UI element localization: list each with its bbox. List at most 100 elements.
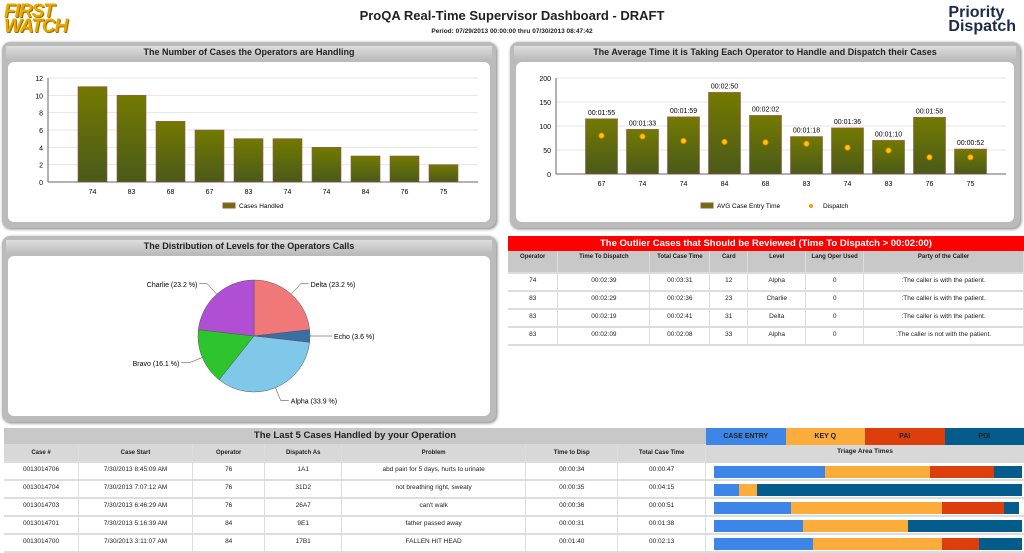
panel-title: The Distribution of Levels for the Opera… [6, 240, 492, 254]
triage-segment [942, 538, 979, 550]
x-tick-label: 75 [967, 181, 975, 188]
triage-bar [714, 466, 1022, 478]
table-cell: 31 [710, 309, 748, 327]
bar [429, 165, 458, 182]
y-tick-label: 0 [547, 172, 551, 179]
last-cases-table: The Last 5 Cases Handled by your Operati… [4, 428, 706, 553]
dispatch-point [640, 134, 645, 139]
triage-row [706, 499, 1024, 517]
slice-label: Echo (3.6 %) [334, 334, 374, 341]
legend-label: Dispatch [823, 203, 849, 210]
table-cell: 83 [508, 309, 558, 327]
table-cell: 76 [193, 462, 265, 480]
dispatch-point [722, 139, 727, 144]
pie-slice [198, 280, 254, 336]
triage-legend-key-q: KEY Q [786, 428, 866, 445]
column-header: Time To Dispatch [558, 251, 650, 273]
slice-label: Alpha (33.9 %) [291, 399, 337, 406]
bar [390, 156, 419, 182]
legend-swatch [701, 203, 713, 208]
bar [351, 156, 380, 182]
triage-bar [714, 520, 1022, 532]
panel-title: The Number of Cases the Operators are Ha… [6, 46, 492, 60]
table-cell: 17B1 [265, 534, 342, 552]
data-label: 00:01:58 [916, 108, 943, 115]
table-cell: 83 [508, 291, 558, 309]
bar [914, 117, 946, 174]
y-tick-label: 2 [39, 163, 43, 170]
leader-line [291, 284, 308, 294]
x-tick-label: 74 [89, 189, 97, 196]
slice-label: Bravo (16.1 %) [133, 361, 180, 368]
table-cell: father passed away [342, 516, 526, 534]
x-tick-label: 74 [844, 181, 852, 188]
outlier-table: The Outlier Cases that Should be Reviewe… [508, 236, 1024, 346]
dispatch-point [845, 145, 850, 150]
bar [312, 147, 341, 182]
triage-segment [930, 466, 995, 478]
data-label: 00:01:59 [670, 108, 697, 115]
x-tick-label: 68 [762, 181, 770, 188]
y-tick-label: 200 [539, 76, 551, 83]
table-cell: 00:03:31 [650, 273, 710, 291]
column-header: Time to Disp [526, 444, 618, 462]
bar [156, 121, 185, 182]
x-tick-label: 83 [803, 181, 811, 188]
table-cell: 9E1 [265, 516, 342, 534]
cases-chart-panel: The Number of Cases the Operators are Ha… [2, 42, 496, 228]
data-label: 00:01:18 [793, 128, 820, 135]
table-cell: 74 [508, 273, 558, 291]
table-cell: 00:00:36 [526, 498, 618, 516]
table-cell: 0013014700 [4, 534, 79, 552]
triage-legend-case-entry: CASE ENTRY [706, 428, 786, 445]
levels-pie-panel: The Distribution of Levels for the Opera… [2, 236, 496, 422]
table-cell: 0 [806, 273, 864, 291]
levels-pie-chart: Delta (23.2 %)Echo (3.6 %)Alpha (33.9 %)… [8, 256, 490, 416]
bar [273, 139, 302, 182]
data-label: 00:01:33 [629, 120, 656, 127]
y-tick-label: 100 [539, 124, 551, 131]
triage-row [706, 535, 1024, 553]
bar [586, 119, 618, 174]
legend-label: Cases Handled [239, 203, 284, 210]
table-cell: 00:00:51 [618, 498, 706, 516]
triage-segment [825, 466, 930, 478]
table-cell: :The caller is with the patient. [864, 309, 1024, 327]
table-cell: Charlie [748, 291, 806, 309]
dispatch-time-bar: 00:02:39 [591, 277, 616, 284]
dispatch-time-bar: 00:02:29 [591, 295, 616, 302]
table-cell: not breathing right, sweaty [342, 480, 526, 498]
column-header: Problem [342, 444, 526, 462]
triage-segment [714, 538, 813, 550]
x-tick-label: 74 [323, 189, 331, 196]
y-tick-label: 6 [39, 128, 43, 135]
table-cell: 00:02:36 [650, 291, 710, 309]
table-cell: 00:04:15 [618, 480, 706, 498]
triage-segment [791, 502, 942, 514]
table-cell: 00:01:38 [618, 516, 706, 534]
triage-bar [714, 484, 1022, 496]
legend-swatch [223, 203, 235, 208]
column-header: Card [710, 251, 748, 273]
data-label: 00:02:02 [752, 106, 779, 113]
table-cell: 31D2 [265, 480, 342, 498]
data-label: 00:00:52 [957, 140, 984, 147]
column-header: Level [748, 251, 806, 273]
column-header: Total Case Time [650, 251, 710, 273]
table-cell: FALLEN HIT HEAD [342, 534, 526, 552]
x-tick-label: 74 [284, 189, 292, 196]
outlier-title: The Outlier Cases that Should be Reviewe… [508, 236, 1024, 251]
table-cell: 00:00:47 [618, 462, 706, 480]
table-cell: 84 [193, 534, 265, 552]
table-cell: 84 [193, 516, 265, 534]
